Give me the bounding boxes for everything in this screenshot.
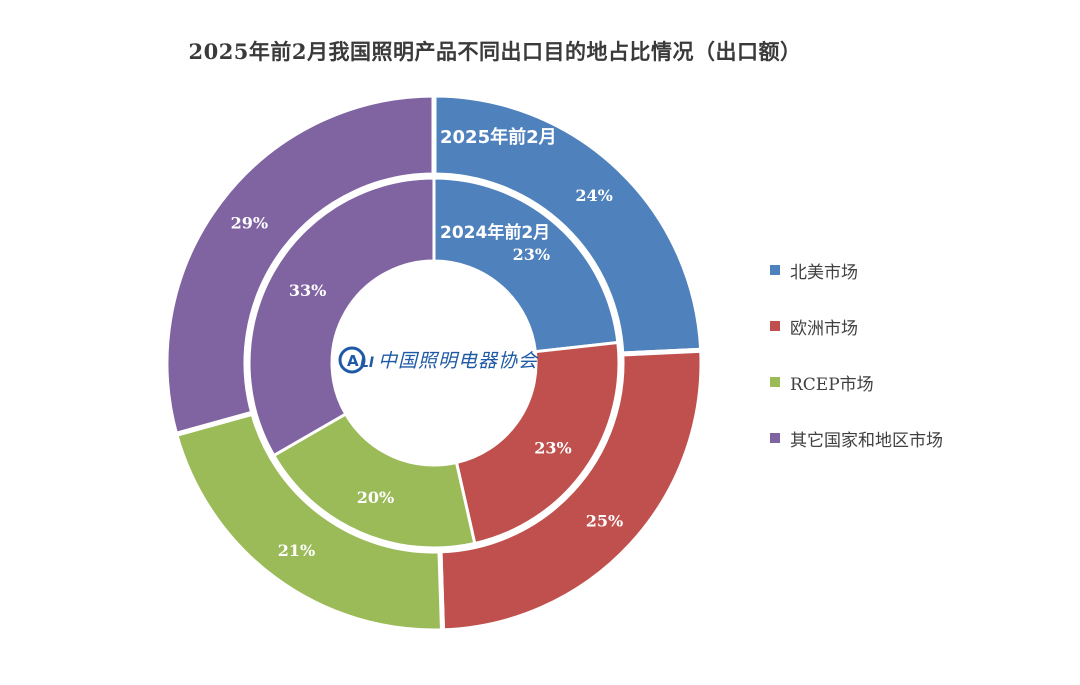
legend-item-rcep: RCEP市场: [770, 370, 1070, 395]
inner-ring-slice-0: [432, 176, 620, 354]
svg-text:LI: LI: [360, 355, 374, 371]
outer-ring-label-2: 21%: [278, 541, 315, 560]
chart-title: 2025年前2月我国照明产品不同出口目的地占比情况（出口额）: [188, 39, 802, 64]
legend-label-europe: 欧洲市场: [790, 318, 858, 339]
svg-text:中国照明电器协会: 中国照明电器协会: [378, 350, 539, 372]
svg-text:A: A: [347, 352, 359, 370]
outer-ring-slice-2: [172, 410, 446, 634]
inner-ring-label-3: 33%: [289, 281, 326, 300]
outer-ring-label-0: 24%: [575, 186, 612, 205]
legend-swatch-north-america: [770, 265, 780, 275]
inner-ring-slice-2: [271, 411, 477, 550]
inner-ring-slice-3: [247, 176, 436, 458]
inner-ring-series-name: 2024年前2月: [440, 222, 550, 243]
legend-label-north-america: 北美市场: [790, 262, 858, 283]
legend-swatch-rcep: [770, 377, 780, 387]
inner-ring-slice-1: [454, 340, 621, 546]
outer-ring-series-name: 2025年前2月: [440, 126, 557, 148]
legend-label-rcep: RCEP市场: [790, 374, 874, 395]
outer-ring-slice-1: [437, 347, 705, 634]
inner-ring-label-0: 23%: [513, 245, 550, 264]
outer-ring-label-3: 29%: [231, 213, 268, 232]
outer-ring-label-1: 25%: [586, 511, 623, 530]
legend-item-europe: 欧洲市场: [770, 314, 1070, 339]
legend-item-north-america: 北美市场: [770, 258, 1070, 283]
inner-ring-label-1: 23%: [534, 439, 571, 458]
outer-ring-slice-3: [163, 92, 437, 438]
legend-item-other: 其它国家和地区市场: [770, 426, 1070, 451]
legend-label-other: 其它国家和地区市场: [790, 430, 943, 451]
watermark-logo: A LI 中国照明电器协会: [338, 346, 539, 374]
legend-swatch-europe: [770, 321, 780, 331]
inner-ring-label-2: 20%: [357, 488, 394, 507]
legend-swatch-other: [770, 433, 780, 443]
chart-legend: 北美市场 欧洲市场 RCEP市场 其它国家和地区市场: [770, 258, 1070, 482]
